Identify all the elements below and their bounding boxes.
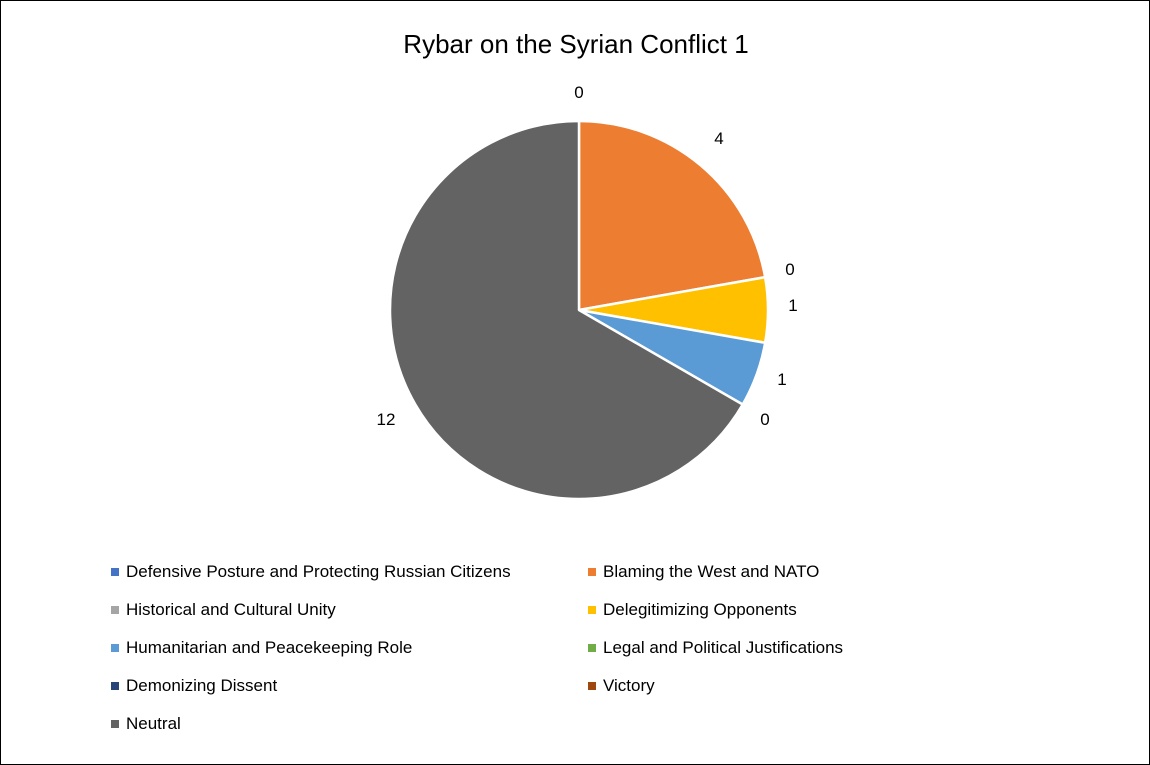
legend-item-9: Neutral	[111, 714, 181, 734]
chart-title: Rybar on the Syrian Conflict 1	[403, 29, 749, 59]
legend-item-4: Delegitimizing Opponents	[588, 600, 797, 620]
legend-swatch-6	[588, 644, 596, 652]
data-label-2: 4	[714, 129, 723, 148]
legend-label-2: Blaming the West and NATO	[603, 562, 820, 581]
pie-slice-9	[388, 119, 744, 501]
data-label-5: 1	[777, 370, 786, 389]
legend-label-7: Demonizing Dissent	[126, 676, 278, 695]
data-label-1: 0	[574, 83, 583, 102]
pie-chart: 0 4 0 1 1 0 12	[377, 83, 798, 501]
legend-item-5: Humanitarian and Peacekeeping Role	[111, 638, 412, 658]
legend-swatch-4	[588, 606, 596, 614]
legend-swatch-7	[111, 682, 119, 690]
legend-swatch-2	[588, 568, 596, 576]
data-label-3: 0	[785, 260, 794, 279]
legend-swatch-8	[588, 682, 596, 690]
legend-label-3: Historical and Cultural Unity	[126, 600, 336, 619]
legend-label-8: Victory	[603, 676, 655, 695]
legend-label-6: Legal and Political Justifications	[603, 638, 844, 657]
data-label-9: 12	[377, 410, 396, 429]
legend-item-8: Victory	[588, 676, 655, 696]
legend-item-7: Demonizing Dissent	[111, 676, 277, 696]
legend-swatch-9	[111, 720, 119, 728]
legend-label-4: Delegitimizing Opponents	[603, 600, 797, 619]
legend-label-9: Neutral	[126, 714, 181, 733]
legend-label-5: Humanitarian and Peacekeeping Role	[126, 638, 413, 657]
legend-swatch-5	[111, 644, 119, 652]
legend-item-3: Historical and Cultural Unity	[111, 600, 336, 620]
data-label-4: 1	[788, 296, 797, 315]
pie-slice-2	[577, 119, 767, 312]
legend-label-1: Defensive Posture and Protecting Russian…	[126, 562, 511, 581]
legend-item-1: Defensive Posture and Protecting Russian…	[111, 562, 511, 582]
data-label-6: 0	[760, 410, 769, 429]
legend-swatch-1	[111, 568, 119, 576]
legend-swatch-3	[111, 606, 119, 614]
legend-item-6: Legal and Political Justifications	[588, 638, 843, 658]
legend-item-2: Blaming the West and NATO	[588, 562, 819, 582]
